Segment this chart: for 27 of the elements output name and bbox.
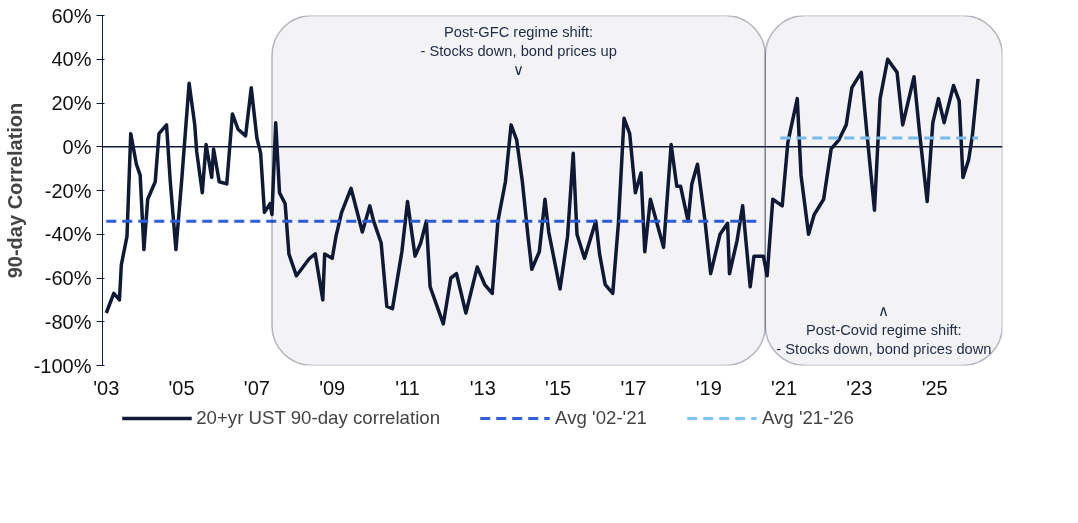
x-tick-label: '25 [921, 376, 948, 399]
y-tick-label: -100% [33, 354, 92, 377]
y-tick-label: -60% [44, 267, 92, 289]
y-tick-label: -80% [44, 310, 92, 333]
x-tick-label: '19 [695, 376, 722, 399]
y-axis-title: 90-day Correlation [3, 102, 26, 279]
x-tick-label: '17 [620, 376, 647, 399]
y-tick-label: 40% [51, 48, 92, 71]
x-tick-label: '15 [545, 376, 572, 399]
x-tick-label: '05 [168, 376, 195, 399]
x-tick-label: '11 [395, 376, 420, 399]
y-tick-label: 0% [62, 135, 92, 158]
legend-label: 20+yr UST 90-day correlation [196, 407, 441, 429]
y-tick-label: -20% [44, 179, 92, 202]
band-label: ∧ Post-Covid regime shift: - Stocks down, bond prices down [776, 303, 992, 358]
band-label: Post-GFC regime shift: - Stocks down, bond prices up ∨ [420, 23, 617, 78]
x-tick-label: '21 [771, 376, 798, 399]
x-tick-label: '09 [319, 376, 346, 399]
y-tick-label: 20% [51, 92, 92, 114]
x-tick-label: '07 [243, 376, 270, 399]
y-tick-label: -40% [44, 223, 92, 246]
x-tick-label: '23 [846, 376, 873, 399]
x-tick-label: '13 [469, 376, 496, 399]
x-tick-label: '03 [93, 376, 120, 399]
y-tick-label: 60% [51, 4, 92, 27]
legend-label: Avg '21-'26 [761, 407, 854, 429]
legend-label: Avg '02-'21 [555, 407, 647, 429]
